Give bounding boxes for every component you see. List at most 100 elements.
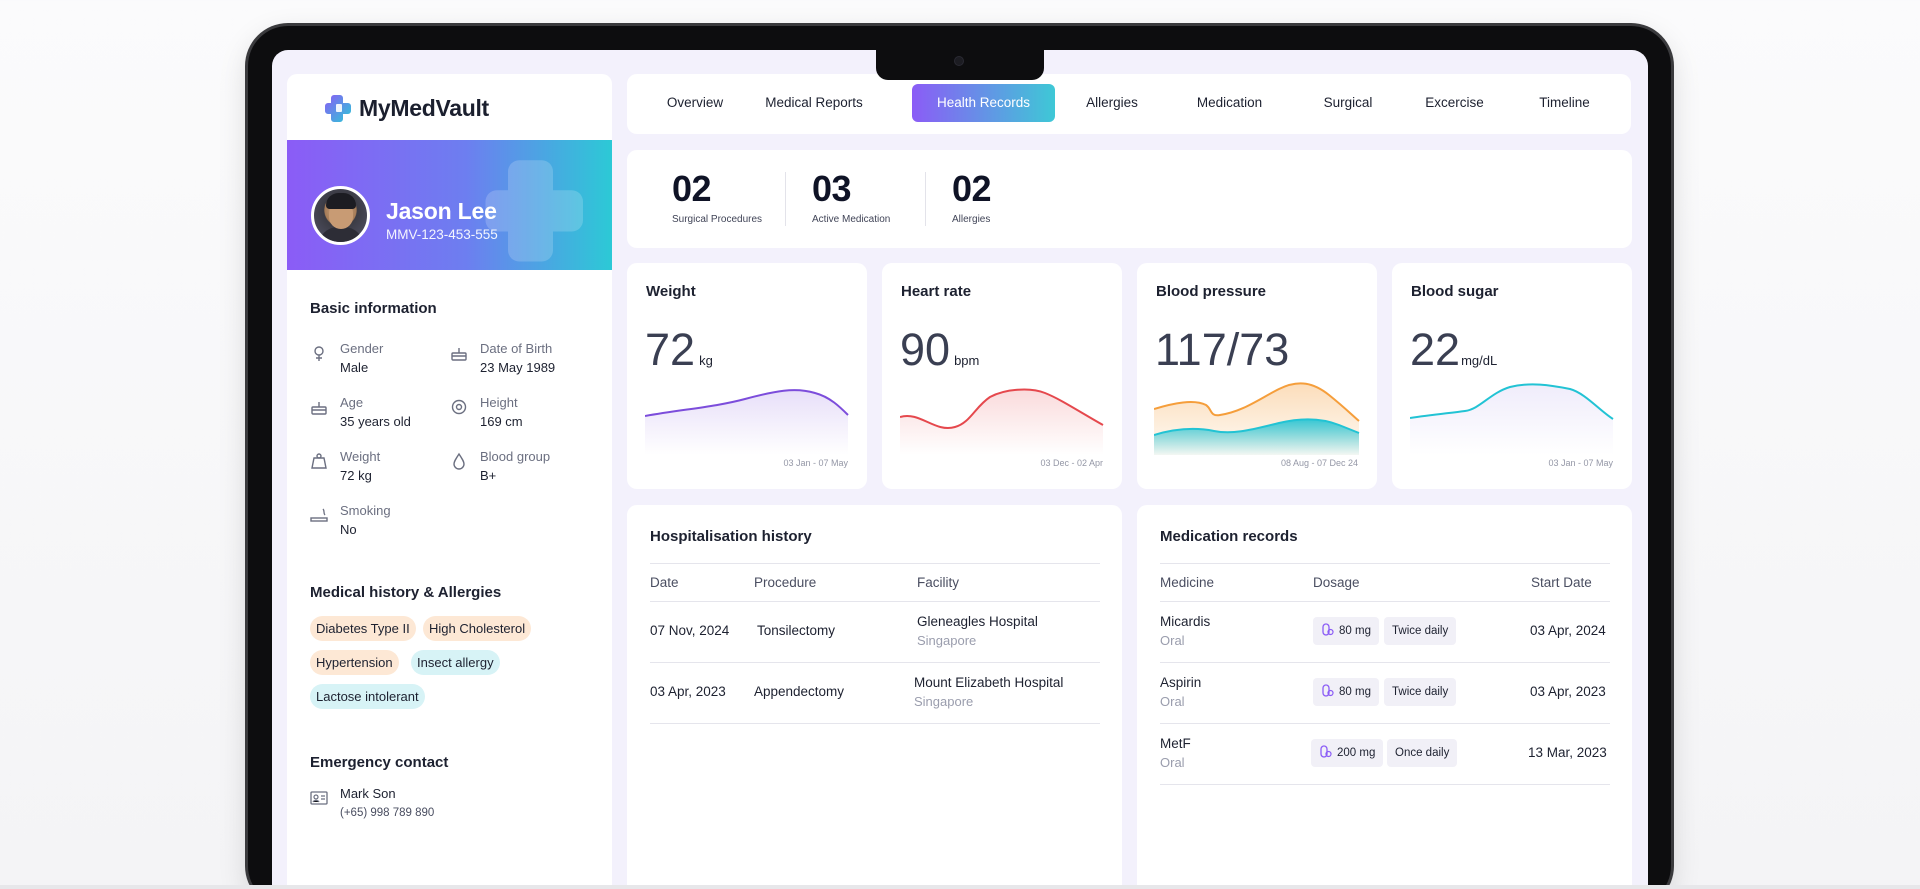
divider <box>1160 784 1610 785</box>
info-label: Date of Birth <box>480 341 553 356</box>
metric-heart-rate[interactable]: Heart rate 90 bpm 03 Dec - 02 Apr <box>882 263 1122 489</box>
blood-sugar-sparkline <box>1410 383 1614 455</box>
column-header-start-date[interactable]: Start Date <box>1531 575 1592 590</box>
stat-medication: 03 Active Medication <box>812 168 890 225</box>
metric-title: Weight <box>646 283 696 300</box>
dose-value: 80 mg <box>1339 686 1371 698</box>
blood-pressure-sparkline <box>1154 382 1360 455</box>
row-route: Oral <box>1160 755 1185 770</box>
contact-card-icon <box>310 791 328 805</box>
column-header-medicine[interactable]: Medicine <box>1160 575 1215 590</box>
divider <box>925 172 926 226</box>
metric-blood-pressure[interactable]: Blood pressure 117/73 08 Aug - 07 Dec 24 <box>1137 263 1377 489</box>
cake-icon <box>451 348 467 361</box>
frequency-pill: Twice daily <box>1384 678 1457 706</box>
row-procedure: Appendectomy <box>754 684 845 699</box>
sidebar: MyMedVault Jason Lee MMV-123-453-555 Bas… <box>287 74 612 889</box>
medication-title: Medication records <box>1160 528 1298 545</box>
metric-blood-sugar[interactable]: Blood sugar 22mg/dL 03 Jan - 07 May <box>1392 263 1632 489</box>
dose-pill: 80 mg <box>1313 617 1379 645</box>
tab-medical-reports[interactable]: Medical Reports <box>765 95 863 110</box>
condition-tag[interactable]: Lactose intolerant <box>310 684 425 709</box>
metric-value: 117/73 <box>1155 324 1289 376</box>
tab-allergies[interactable]: Allergies <box>1086 95 1138 110</box>
stat-number: 02 <box>952 168 992 209</box>
metric-range: 08 Aug - 07 Dec 24 <box>1280 458 1358 468</box>
medical-history-title: Medical history & Allergies <box>310 584 502 601</box>
basic-info-title: Basic information <box>310 300 437 317</box>
metric-number: 117/73 <box>1155 324 1290 375</box>
info-label: Height <box>480 395 518 410</box>
tab-surgical[interactable]: Surgical <box>1323 95 1373 110</box>
logo-watermark-icon <box>478 144 598 270</box>
heart-rate-sparkline <box>900 388 1104 455</box>
divider <box>650 563 1100 564</box>
patient-id: MMV-123-453-555 <box>386 227 498 242</box>
stat-allergies: 02 Allergies <box>952 168 992 225</box>
app-logo[interactable]: MyMedVault <box>323 92 489 124</box>
dose-pill: 80 mg <box>1313 678 1379 706</box>
tape-measure-icon <box>451 399 467 415</box>
dose-pill: 200 mg <box>1311 739 1384 767</box>
condition-tag[interactable]: High Cholesterol <box>423 616 532 641</box>
info-label: Smoking <box>340 503 391 518</box>
info-label: Age <box>340 395 364 410</box>
tab-medication[interactable]: Medication <box>1196 95 1263 110</box>
metric-number: 90 <box>900 324 951 375</box>
row-start-date: 13 Mar, 2023 <box>1528 745 1607 760</box>
row-date: 03 Apr, 2023 <box>650 684 726 699</box>
cake-icon <box>311 402 327 415</box>
stat-number: 03 <box>812 168 852 209</box>
metric-number: 72 <box>645 324 696 375</box>
info-value: 72 kg <box>340 468 372 483</box>
condition-tag[interactable]: Diabetes Type II <box>310 616 416 641</box>
info-value: No <box>340 522 357 537</box>
divider <box>1160 723 1610 724</box>
tab-health-records[interactable]: Health Records <box>912 84 1055 122</box>
dose-value: 80 mg <box>1339 625 1371 637</box>
condition-tag[interactable]: Insect allergy <box>411 650 500 675</box>
camera-icon <box>954 56 964 66</box>
column-header-facility[interactable]: Facility <box>917 575 960 590</box>
avatar[interactable] <box>311 186 370 245</box>
condition-tag[interactable]: Hypertension <box>310 650 399 675</box>
tab-excercise[interactable]: Excercise <box>1425 95 1484 110</box>
row-facility: Mount Elizabeth Hospital <box>914 675 1064 690</box>
column-header-procedure[interactable]: Procedure <box>754 575 817 590</box>
row-location: Singapore <box>917 633 977 648</box>
row-medicine: MetF <box>1160 736 1191 751</box>
metric-title: Heart rate <box>901 283 972 300</box>
stat-surgical: 02 Surgical Procedures <box>672 168 762 225</box>
weight-icon <box>311 453 327 469</box>
logo-icon <box>323 92 355 124</box>
column-header-date[interactable]: Date <box>650 575 679 590</box>
stat-number: 02 <box>672 168 712 209</box>
row-medicine: Aspirin <box>1160 675 1202 690</box>
info-label: Blood group <box>480 449 551 464</box>
weight-sparkline <box>645 389 849 455</box>
hospitalisation-card: Hospitalisation history Date Procedure F… <box>627 505 1122 889</box>
pill-icon <box>1320 745 1332 758</box>
metric-unit: mg/dL <box>1461 353 1498 368</box>
top-nav: Overview Medical Reports Health Records … <box>627 74 1631 134</box>
emergency-name: Mark Son <box>340 786 396 801</box>
dose-value: 200 mg <box>1337 747 1376 759</box>
pill-icon <box>1322 684 1334 697</box>
divider <box>1160 563 1610 564</box>
info-label: Weight <box>340 449 381 464</box>
column-header-dosage[interactable]: Dosage <box>1313 575 1360 590</box>
metric-weight[interactable]: Weight 72 kg 03 Jan - 07 May <box>627 263 867 489</box>
info-value: 169 cm <box>480 414 523 429</box>
metric-value: 90 bpm <box>900 324 979 376</box>
tab-timeline[interactable]: Timeline <box>1539 95 1590 110</box>
row-medicine: Micardis <box>1160 614 1211 629</box>
tab-overview[interactable]: Overview <box>666 95 724 110</box>
metric-number: 22 <box>1410 324 1461 375</box>
divider <box>650 601 1100 602</box>
stat-label: Surgical Procedures <box>672 214 763 225</box>
info-value: B+ <box>480 468 497 483</box>
metric-unit: kg <box>699 353 713 368</box>
pill-icon <box>1322 623 1334 636</box>
stat-label: Active Medication <box>812 214 891 225</box>
divider <box>1160 601 1610 602</box>
